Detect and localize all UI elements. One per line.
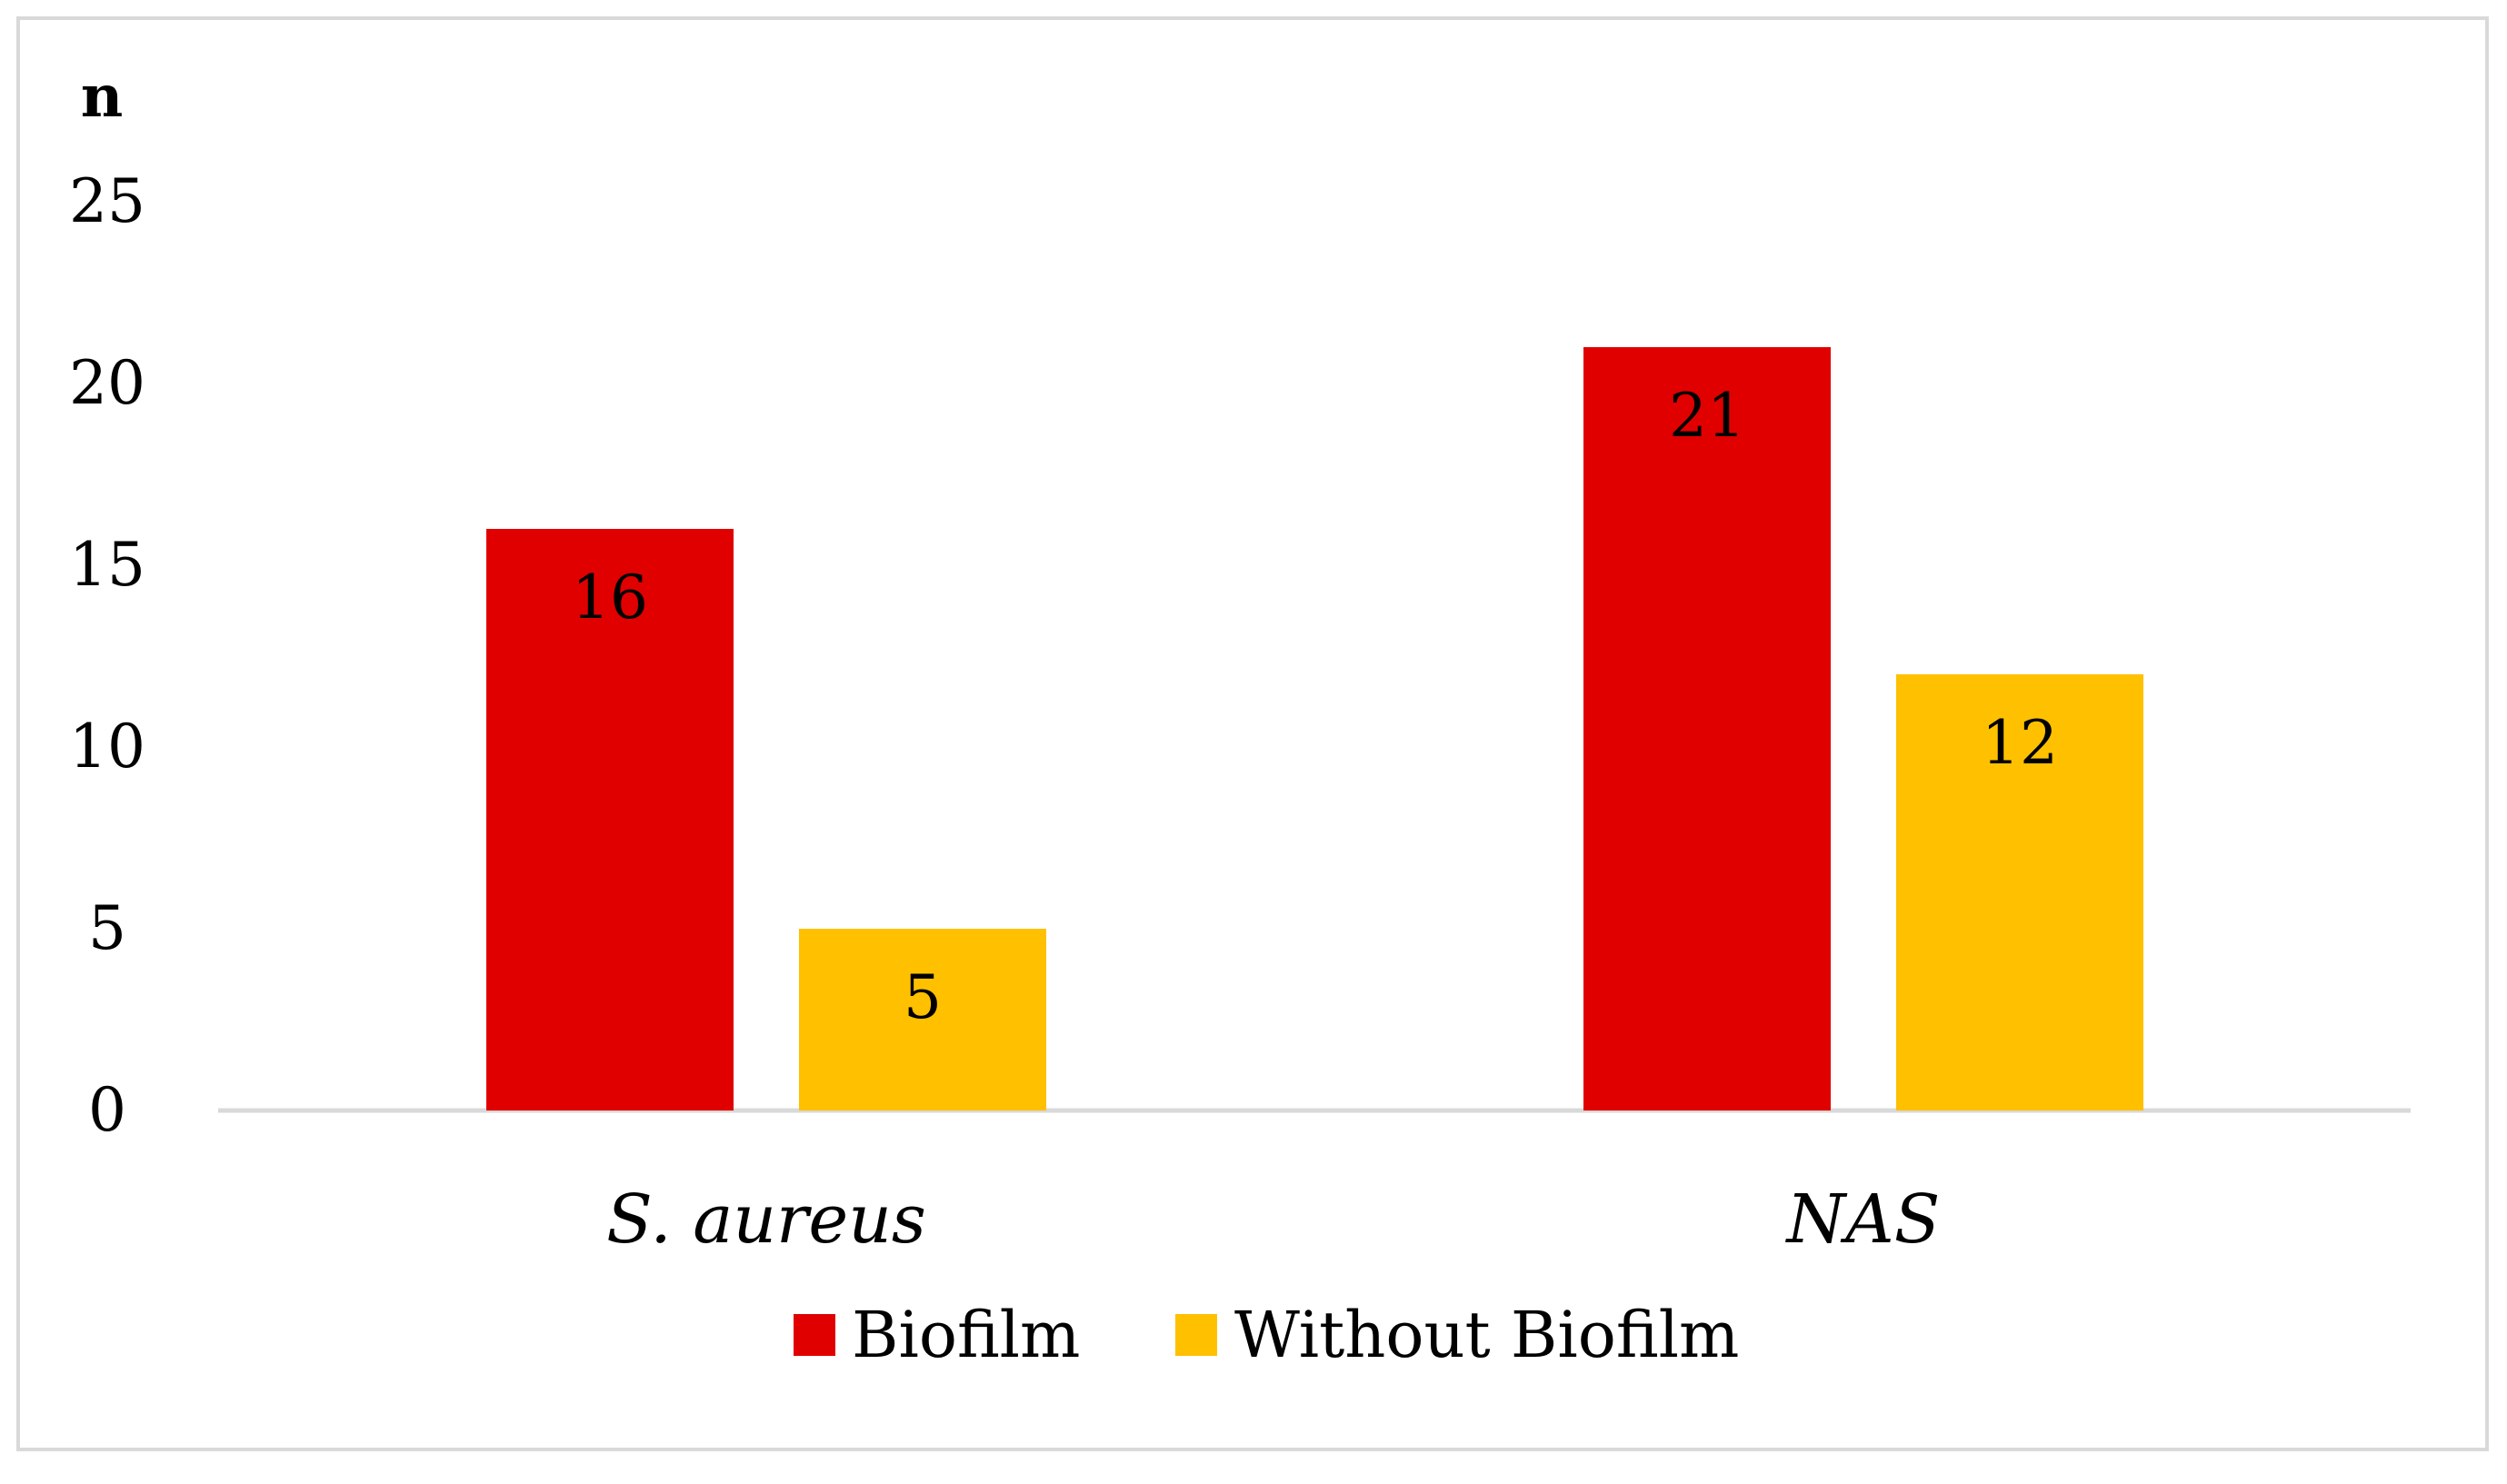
bars [486,347,2143,1111]
legend-swatch-biofilm [794,1314,835,1356]
bar-without-biofilm-1 [1896,674,2143,1111]
category-labels: S. aureus NAS [606,1180,1940,1259]
bar-biofilm-0 [486,529,734,1111]
bar-biofilm-1 [1583,347,1831,1111]
legend-label-without-biofilm: Without Biofilm [1234,1298,1739,1372]
y-tick-label-10: 10 [69,712,145,782]
y-axis-ticks: 0 5 10 15 20 25 [69,166,145,1145]
bar-without-biofilm-0 [799,929,1046,1111]
data-label-biofilm-1: 21 [1669,381,1745,451]
y-tick-label-5: 5 [88,893,126,963]
data-labels: 16 21 5 12 [572,381,2058,1032]
data-label-without-biofilm-0: 5 [904,962,942,1032]
data-label-without-biofilm-1: 12 [1982,708,2058,778]
category-label-1: NAS [1785,1180,1941,1259]
y-tick-label-0: 0 [88,1075,126,1145]
y-axis-label: n [81,63,124,131]
y-tick-label-15: 15 [69,530,145,600]
legend-swatch-without-biofilm [1175,1314,1217,1356]
legend: Biofilm Without Biofilm [794,1298,1739,1372]
data-label-biofilm-0: 16 [572,563,648,632]
legend-label-biofilm: Biofilm [852,1298,1080,1372]
category-label-0: S. aureus [606,1180,926,1259]
y-tick-label-20: 20 [69,348,145,418]
y-tick-label-25: 25 [69,166,145,236]
